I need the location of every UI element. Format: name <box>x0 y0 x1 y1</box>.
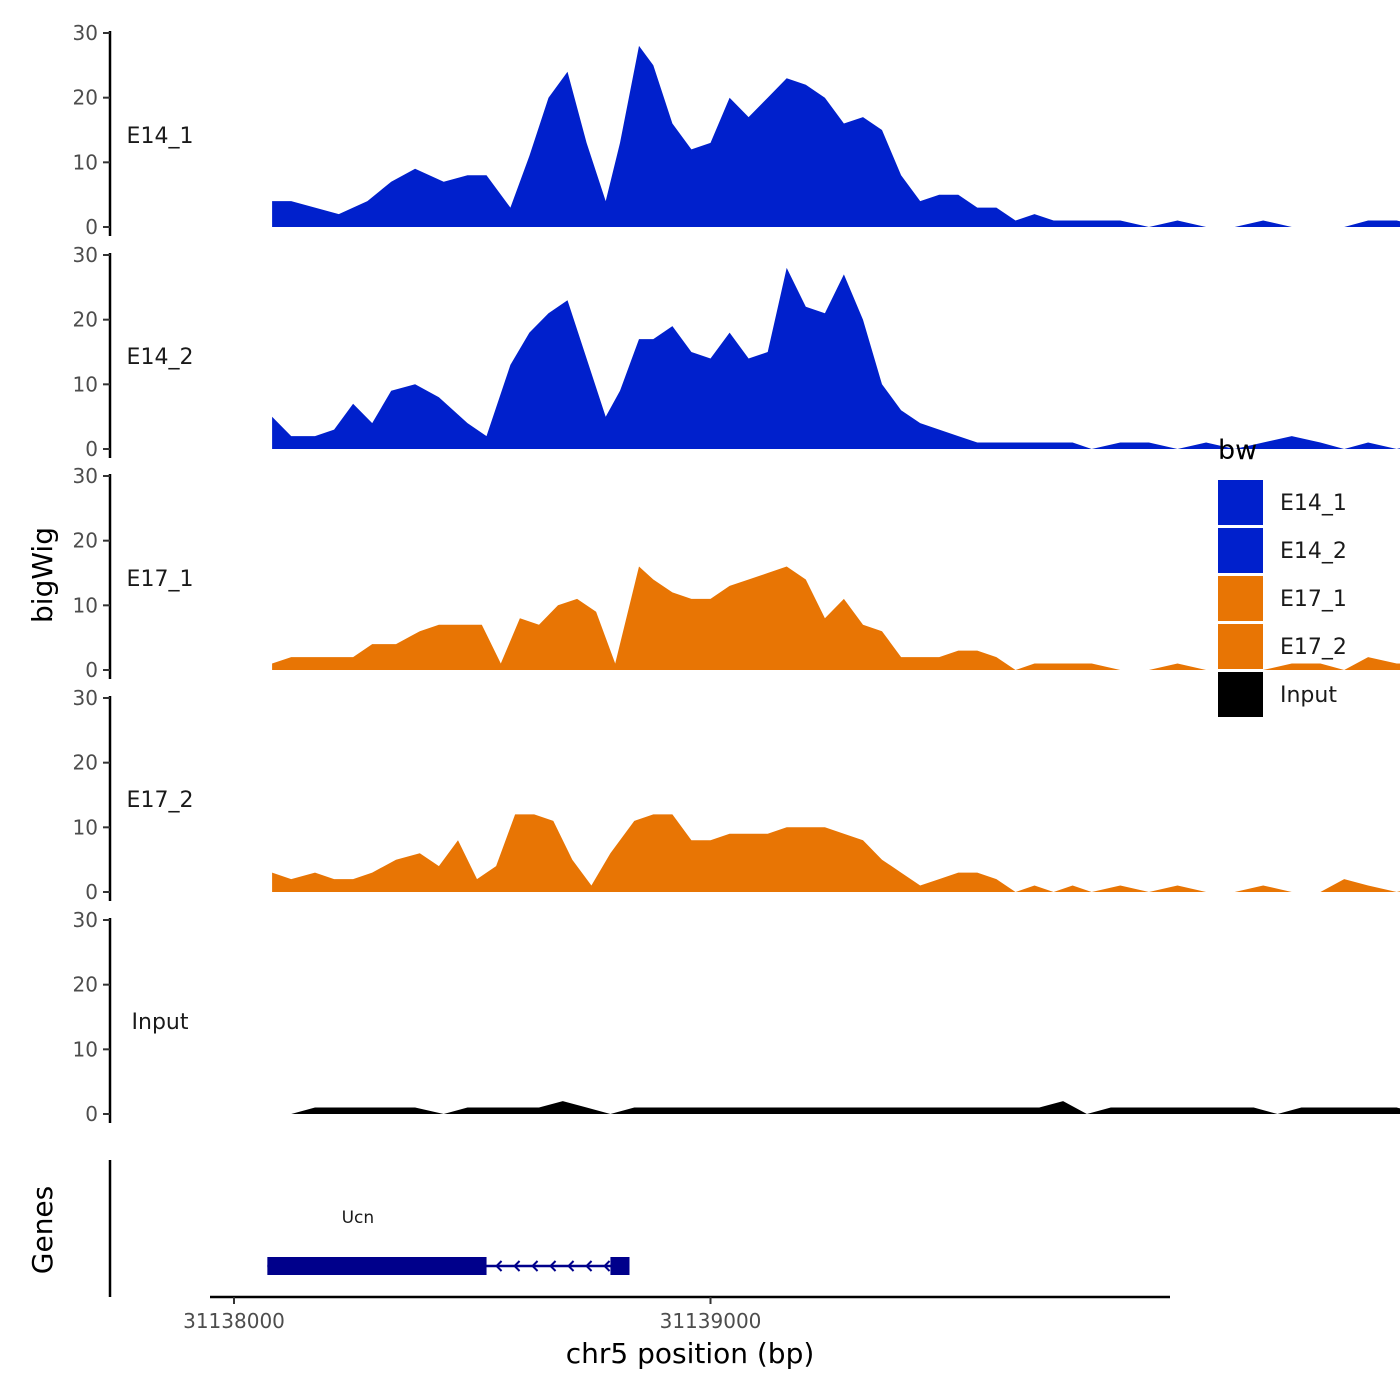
y-tick-label: 20 <box>73 86 98 110</box>
gene-ucn: Ucn <box>267 1208 630 1275</box>
x-tick-label: 31139000 <box>660 1309 762 1333</box>
legend-label-input: Input <box>1280 683 1337 708</box>
legend-key-e17-1 <box>1218 576 1263 621</box>
y-tick-label: 20 <box>73 529 98 553</box>
y-tick-label: 30 <box>73 243 98 267</box>
strand-arrow <box>585 1260 593 1272</box>
y-tick-label: 20 <box>73 973 98 997</box>
legend-key-e17-2 <box>1218 624 1263 669</box>
track-e17-1: 0 10 20 30 E17_1 <box>73 464 1400 682</box>
area-series-e14-1 <box>272 45 1400 227</box>
track-label-input: Input <box>132 1010 189 1035</box>
track-label-e14-1: E14_1 <box>127 124 194 149</box>
strand-arrow <box>513 1260 521 1272</box>
legend-label-e14-2: E14_2 <box>1280 539 1347 564</box>
gene-exon <box>267 1257 487 1275</box>
legend: bw E14_1 E14_2 E17_1 E17_2 Input <box>1218 435 1347 717</box>
legend-key-e14-2 <box>1218 528 1263 573</box>
y-tick-label: 0 <box>85 437 98 461</box>
x-tick-label: 31138000 <box>183 1309 285 1333</box>
y-tick-label: 0 <box>85 880 98 904</box>
y-tick-label: 10 <box>73 1037 98 1061</box>
track-label-e17-2: E17_2 <box>127 788 194 813</box>
legend-label-e14-1: E14_1 <box>1280 491 1347 516</box>
y-tick-label: 10 <box>73 815 98 839</box>
y-tick-label: 10 <box>73 372 98 396</box>
x-axis-title: chr5 position (bp) <box>566 1337 815 1370</box>
track-e17-2: 0 10 20 30 E17_2 <box>73 686 1400 904</box>
y-tick-label: 20 <box>73 308 98 332</box>
y-tick-label: 30 <box>73 21 98 45</box>
track-label-e17-1: E17_1 <box>127 567 194 592</box>
area-series-input <box>272 1101 1400 1114</box>
area-series-e17-1 <box>272 566 1400 670</box>
track-label-e14-2: E14_2 <box>127 345 194 370</box>
legend-label-e17-2: E17_2 <box>1280 635 1347 660</box>
y-tick-label: 0 <box>85 1102 98 1126</box>
strand-arrow <box>495 1260 503 1272</box>
strand-arrow <box>531 1260 539 1272</box>
y-tick-label: 30 <box>73 908 98 932</box>
legend-label-e17-1: E17_1 <box>1280 587 1347 612</box>
legend-title: bw <box>1218 435 1257 466</box>
y-tick-label: 10 <box>73 150 98 174</box>
strand-arrow <box>549 1260 557 1272</box>
track-e14-2: 0 10 20 30 E14_2 <box>73 243 1400 461</box>
area-series-e17-2 <box>272 814 1400 892</box>
x-axis: 31138000 31139000 chr5 position (bp) <box>183 1295 1170 1370</box>
legend-key-e14-1 <box>1218 480 1263 525</box>
track-e14-1: 0 10 20 30 E14_1 <box>73 21 1400 239</box>
y-tick-label: 0 <box>85 215 98 239</box>
y-axis-title: bigWig <box>26 527 59 623</box>
strand-arrow <box>567 1260 575 1272</box>
track-input: 0 10 20 30 Input <box>73 908 1400 1126</box>
strand-arrow <box>603 1260 611 1272</box>
legend-key-input <box>1218 672 1263 717</box>
genes-panel: Genes <box>26 1160 112 1297</box>
gene-exon <box>610 1257 630 1275</box>
y-tick-label: 0 <box>85 658 98 682</box>
area-series-e14-2 <box>272 267 1400 449</box>
gene-label-ucn: Ucn <box>342 1208 375 1228</box>
y-tick-label: 20 <box>73 751 98 775</box>
y-tick-label: 30 <box>73 686 98 710</box>
genes-axis-title: Genes <box>26 1186 59 1274</box>
y-tick-label: 10 <box>73 593 98 617</box>
y-tick-label: 30 <box>73 464 98 488</box>
